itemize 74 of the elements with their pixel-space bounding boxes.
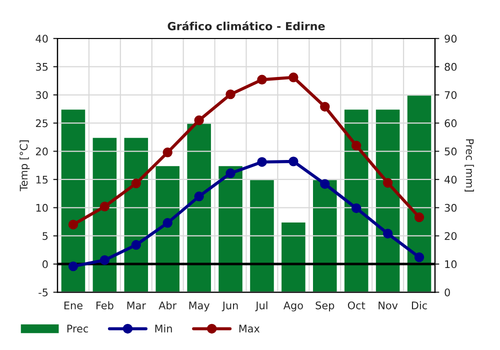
point	[162, 148, 172, 158]
point	[320, 179, 330, 189]
x-tick-label: Dic	[412, 301, 427, 310]
y2-tick-label: 20	[444, 232, 457, 240]
y-axis-title: Temp [°C]	[20, 140, 30, 192]
y2-tick-label: 30	[444, 204, 457, 212]
point	[257, 157, 267, 167]
bar	[406, 94, 433, 292]
y2-tick-label: 60	[444, 119, 457, 128]
x-tick-label: Nov	[378, 302, 398, 310]
y2-tick-label: 50	[444, 148, 457, 156]
bar	[91, 136, 118, 292]
bar	[312, 178, 338, 292]
x-tick-label: Jun	[222, 302, 238, 312]
point	[68, 261, 78, 272]
x-tick-label: Oct	[348, 301, 366, 310]
y2-tick-label: 80	[444, 62, 457, 71]
y2-tick-label: 10	[445, 260, 457, 268]
point	[100, 202, 110, 212]
x-tick-label: Abr	[158, 301, 177, 310]
y-tick-label: 10	[36, 204, 48, 212]
y2-tick-label: 0	[444, 288, 450, 296]
y-tick-label: 15	[36, 176, 48, 184]
point	[226, 89, 236, 100]
bar	[343, 108, 370, 292]
point	[131, 178, 142, 188]
y2-tick-label: 40	[444, 176, 457, 184]
y-tick-label: 20	[36, 148, 48, 156]
point	[162, 218, 172, 228]
point	[382, 228, 393, 238]
point	[131, 240, 142, 250]
y-tick-label: -5	[38, 288, 48, 296]
y-tick-label: 30	[36, 91, 48, 99]
y-tick-label: 25	[36, 119, 48, 128]
x-tick-label: Mar	[127, 302, 146, 310]
y-tick-label: 35	[36, 62, 48, 71]
point	[100, 255, 110, 265]
point	[68, 220, 78, 230]
x-tick-label: Sep	[316, 301, 334, 312]
bar	[217, 164, 244, 292]
point	[288, 72, 298, 82]
y-tick-label: 40	[36, 34, 48, 43]
chart-title: Gráfico climático - Edirne	[168, 21, 325, 30]
point	[257, 74, 267, 85]
legend-label: Max	[239, 324, 260, 333]
bar	[60, 108, 87, 292]
legend-label: Min	[155, 324, 172, 332]
x-tick-label: Ago	[283, 302, 303, 312]
y-tick-label: 5	[42, 232, 48, 240]
y2-axis-title: Prec [mm]	[464, 139, 474, 192]
bar	[248, 178, 276, 292]
point	[351, 140, 362, 150]
y2-tick-label: 90	[444, 34, 457, 43]
x-tick-label: Ene	[64, 302, 82, 310]
y2-tick-label: 70	[444, 91, 457, 99]
x-tick-label: Jul	[255, 301, 268, 312]
y-tick-label: 0	[42, 260, 48, 268]
point	[194, 115, 204, 126]
bar	[122, 136, 150, 292]
legend-label: Prec	[67, 324, 88, 333]
bar	[186, 122, 212, 292]
point	[320, 102, 330, 112]
point	[382, 178, 393, 188]
point	[226, 168, 236, 178]
point	[414, 252, 424, 262]
bar	[280, 221, 307, 292]
x-tick-label: Feb	[96, 301, 114, 310]
point	[351, 203, 362, 214]
point	[414, 212, 424, 222]
bar	[154, 164, 181, 292]
bar	[374, 108, 402, 292]
point	[288, 156, 298, 166]
x-tick-label: May	[189, 302, 210, 312]
point	[194, 192, 204, 202]
